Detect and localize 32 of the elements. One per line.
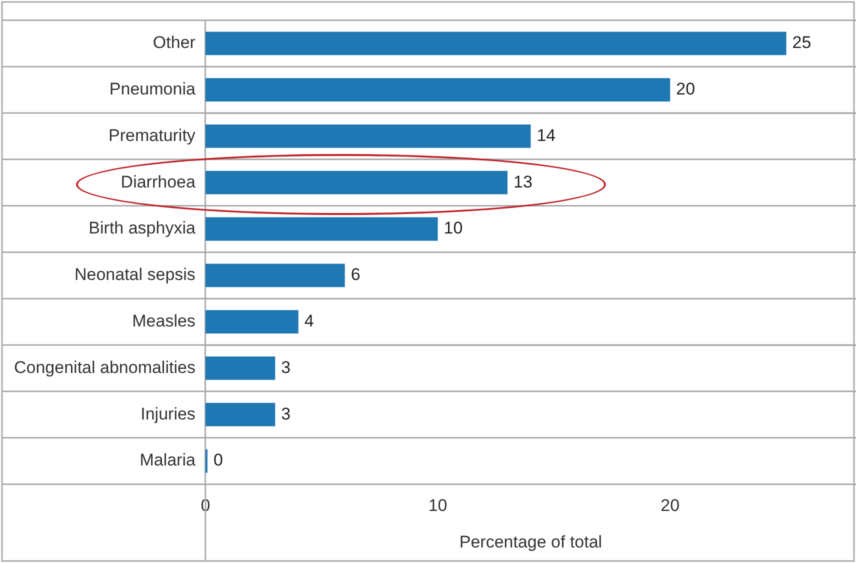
y-tick-label: Pneumonia	[109, 79, 196, 98]
bar	[205, 32, 786, 56]
data-label: 6	[350, 265, 360, 284]
y-tick-label: Congenital abnomalities	[14, 358, 196, 377]
x-tick-label: 20	[660, 496, 680, 516]
data-label: 25	[792, 33, 812, 52]
y-tick-label: Prematurity	[108, 126, 196, 145]
y-tick-label: Injuries	[140, 404, 196, 424]
x-tick-label: 10	[428, 496, 448, 516]
y-tick-label: Measles	[132, 311, 196, 330]
y-tick-label: Neonatal sepsis	[74, 265, 196, 284]
bar	[205, 124, 531, 148]
bar	[205, 356, 276, 380]
y-tick-label: Birth asphyxia	[88, 218, 196, 238]
data-label: 14	[536, 126, 556, 145]
data-label: 3	[281, 358, 291, 377]
data-label: 13	[513, 172, 532, 192]
y-tick-label: Diarrhoea	[120, 172, 196, 192]
bar	[205, 170, 508, 194]
data-label: 3	[281, 404, 291, 424]
bar	[205, 217, 438, 241]
y-tick-label: Other	[152, 33, 196, 52]
y-tick-label: Malaria	[140, 450, 196, 470]
bar	[205, 264, 345, 288]
data-label: 10	[444, 218, 463, 238]
bar	[205, 402, 276, 426]
data-label: 20	[676, 79, 696, 98]
x-axis-title: Percentage of total	[459, 532, 602, 552]
data-label: 4	[304, 311, 314, 330]
bar	[205, 310, 298, 334]
bar	[205, 78, 670, 102]
data-label: 0	[213, 450, 223, 470]
